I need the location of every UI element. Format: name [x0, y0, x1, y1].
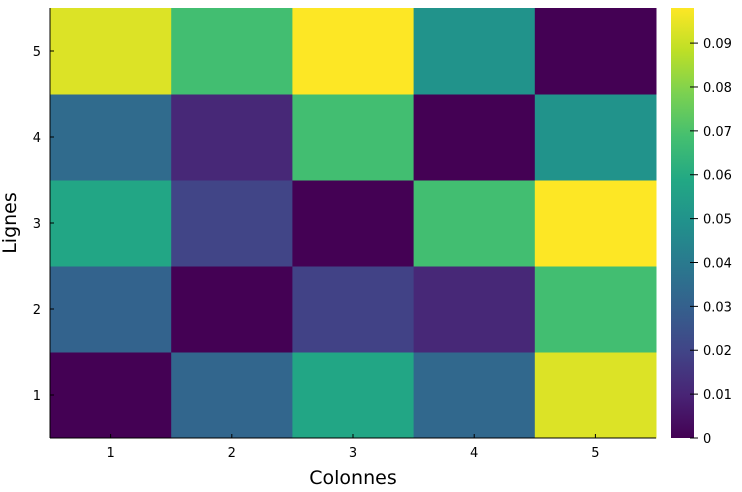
colorbar-tick-label: 0.05 [703, 213, 732, 228]
x-tick-label: 4 [470, 446, 478, 461]
heatmap-cell [413, 8, 536, 95]
heatmap-cell [50, 266, 172, 353]
x-tick-label: 3 [349, 446, 357, 461]
y-tick-label: 1 [33, 389, 41, 404]
heatmap-cell [50, 352, 172, 439]
heatmap-cell [171, 94, 293, 181]
colorbar-tick-label: 0.07 [703, 125, 732, 140]
heatmap-cell [534, 352, 657, 439]
x-tick-label: 1 [106, 446, 114, 461]
y-tick-label: 3 [33, 217, 41, 232]
heatmap-cell [534, 94, 657, 181]
heatmap-cell [171, 180, 293, 267]
colorbar-ticks: 0 0.01 0.02 0.03 0.04 0.05 0.06 0.07 0.08 0.09 [690, 37, 732, 447]
heatmap-cell [534, 266, 657, 353]
y-tick-label: 2 [33, 303, 41, 318]
heatmap-cell [292, 352, 415, 439]
colorbar-tick-label: 0.06 [703, 169, 732, 184]
colorbar-tick-label: 0.02 [703, 344, 732, 359]
heatmap-cell [171, 8, 293, 95]
heatmap-cell [292, 8, 415, 95]
heatmap-cell [50, 94, 172, 181]
heatmap-cells [50, 8, 657, 439]
heatmap-cell [50, 180, 172, 267]
heatmap-cell [534, 8, 657, 95]
heatmap-cell [534, 180, 657, 267]
heatmap-cell [413, 266, 536, 353]
heatmap-cell [171, 266, 293, 353]
x-ticks: 1 2 3 4 5 [106, 434, 600, 461]
colorbar-tick-label: 0.08 [703, 81, 732, 96]
heatmap-cell [171, 352, 293, 439]
colorbar-gradient [671, 8, 694, 438]
y-axis-label: Lignes [0, 192, 21, 254]
heatmap-cell [413, 94, 536, 181]
heatmap-cell [292, 180, 415, 267]
y-tick-label: 4 [33, 131, 41, 146]
colorbar-tick-label: 0.03 [703, 300, 732, 315]
heatmap-cell [413, 352, 536, 439]
x-tick-label: 2 [228, 446, 236, 461]
heatmap-cell [292, 94, 415, 181]
y-tick-label: 5 [33, 45, 41, 60]
x-tick-label: 5 [591, 446, 599, 461]
heatmap-cell [413, 180, 536, 267]
colorbar-tick-label: 0 [703, 432, 711, 447]
x-axis-label: Colonnes [309, 467, 396, 489]
colorbar [671, 8, 694, 438]
colorbar-tick-label: 0.09 [703, 37, 732, 52]
colorbar-tick-label: 0.04 [703, 256, 732, 271]
heatmap-cell [50, 8, 172, 95]
colorbar-tick-label: 0.01 [703, 388, 732, 403]
y-ticks: 1 2 3 4 5 [33, 45, 54, 404]
heatmap-cell [292, 266, 415, 353]
